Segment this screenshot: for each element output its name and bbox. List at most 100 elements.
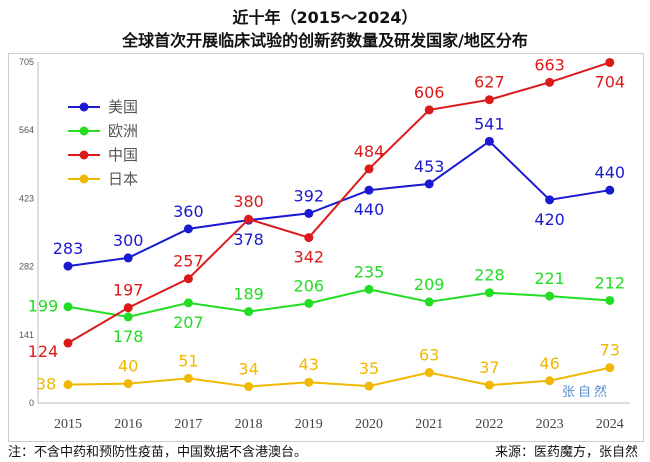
data-label: 197 bbox=[113, 281, 144, 300]
data-label: 46 bbox=[539, 354, 559, 373]
x-tick-label: 2024 bbox=[596, 417, 624, 432]
data-point bbox=[183, 373, 193, 383]
data-point bbox=[63, 302, 73, 312]
legend-marker bbox=[79, 150, 89, 160]
data-label: 484 bbox=[354, 142, 385, 161]
data-point bbox=[424, 105, 434, 115]
data-point bbox=[63, 338, 73, 348]
data-label: 43 bbox=[299, 355, 319, 374]
y-tick-label: 141 bbox=[19, 330, 34, 340]
y-tick-label: 282 bbox=[19, 262, 34, 272]
data-point bbox=[605, 363, 615, 373]
data-point bbox=[123, 379, 133, 389]
series-line-3 bbox=[67, 366, 611, 388]
data-point bbox=[545, 77, 555, 87]
x-tick-label: 2021 bbox=[415, 417, 443, 432]
data-label: 380 bbox=[233, 192, 264, 211]
source-note: 来源：医药魔方，张自然 bbox=[494, 445, 638, 460]
data-label: 378 bbox=[233, 230, 264, 249]
y-tick-label: 423 bbox=[19, 193, 34, 203]
data-point bbox=[63, 380, 73, 390]
x-tick-label: 2018 bbox=[235, 417, 263, 432]
data-point bbox=[484, 380, 494, 390]
data-point bbox=[244, 382, 254, 392]
data-label: 51 bbox=[178, 351, 198, 370]
x-tick-label: 2020 bbox=[355, 417, 383, 432]
data-label: 207 bbox=[173, 313, 204, 332]
footnote: 注：不含中药和预防性疫苗，中国数据不含港澳台。 bbox=[8, 445, 308, 460]
data-label: 453 bbox=[414, 157, 445, 176]
data-label: 206 bbox=[294, 276, 325, 295]
data-point bbox=[545, 376, 555, 386]
data-label: 209 bbox=[414, 275, 445, 294]
data-label: 221 bbox=[534, 269, 565, 288]
data-point bbox=[424, 368, 434, 378]
data-label: 35 bbox=[359, 359, 379, 378]
data-label: 360 bbox=[173, 202, 204, 221]
data-point bbox=[545, 195, 555, 205]
data-label: 124 bbox=[28, 342, 59, 361]
data-label: 40 bbox=[118, 357, 138, 376]
chart-subtitle: 全球首次开展临床试验的创新药数量及研发国家/地区分布 bbox=[122, 31, 528, 50]
data-label: 73 bbox=[600, 341, 620, 360]
data-point bbox=[304, 298, 314, 308]
data-point bbox=[244, 307, 254, 317]
data-point bbox=[183, 224, 193, 234]
data-point bbox=[244, 214, 254, 224]
data-point bbox=[123, 303, 133, 313]
y-tick-label: 564 bbox=[19, 125, 34, 135]
data-label: 440 bbox=[354, 200, 385, 219]
chart-frame bbox=[8, 53, 644, 442]
data-point bbox=[183, 298, 193, 308]
x-tick-label: 2017 bbox=[174, 417, 202, 432]
data-label: 420 bbox=[534, 210, 565, 229]
data-point bbox=[63, 261, 73, 271]
series-line-1 bbox=[67, 288, 610, 318]
data-point bbox=[364, 164, 374, 174]
data-point bbox=[364, 284, 374, 294]
x-tick-label: 2019 bbox=[295, 417, 323, 432]
legend-label: 欧洲 bbox=[108, 122, 138, 140]
data-point bbox=[484, 136, 494, 146]
data-point bbox=[424, 179, 434, 189]
data-label: 541 bbox=[474, 114, 505, 133]
x-tick-label: 2023 bbox=[536, 417, 564, 432]
y-tick-label: 705 bbox=[19, 57, 34, 67]
data-point bbox=[304, 233, 314, 243]
data-point bbox=[484, 288, 494, 298]
data-label: 440 bbox=[595, 163, 626, 182]
data-point bbox=[424, 297, 434, 307]
y-tick-label: 0 bbox=[29, 398, 34, 408]
data-label: 178 bbox=[113, 327, 144, 346]
data-point bbox=[364, 185, 374, 195]
data-label: 228 bbox=[474, 266, 505, 285]
legend-label: 中国 bbox=[108, 146, 138, 164]
data-label: 606 bbox=[414, 83, 445, 102]
series-line-2 bbox=[67, 61, 611, 344]
data-label: 38 bbox=[36, 375, 56, 394]
data-label: 704 bbox=[595, 72, 626, 91]
data-point bbox=[605, 295, 615, 305]
data-label: 257 bbox=[173, 252, 204, 271]
chart-title: 近十年（2015～2024） bbox=[232, 8, 418, 27]
data-point bbox=[304, 377, 314, 387]
legend-marker bbox=[79, 102, 89, 112]
data-label: 212 bbox=[595, 273, 626, 292]
legend-label: 美国 bbox=[108, 98, 138, 116]
data-label: 627 bbox=[474, 73, 505, 92]
x-tick-label: 2022 bbox=[475, 417, 503, 432]
x-tick-label: 2016 bbox=[114, 417, 142, 432]
data-label: 34 bbox=[238, 360, 258, 379]
data-point bbox=[183, 274, 193, 284]
data-point bbox=[123, 253, 133, 263]
watermark: 张自然 bbox=[562, 385, 611, 400]
data-point bbox=[484, 95, 494, 105]
data-point bbox=[304, 208, 314, 218]
data-label: 342 bbox=[294, 248, 325, 267]
data-label: 63 bbox=[419, 346, 439, 365]
data-label: 663 bbox=[534, 55, 565, 74]
data-point bbox=[605, 185, 615, 195]
data-label: 37 bbox=[479, 358, 499, 377]
data-point bbox=[605, 57, 615, 67]
